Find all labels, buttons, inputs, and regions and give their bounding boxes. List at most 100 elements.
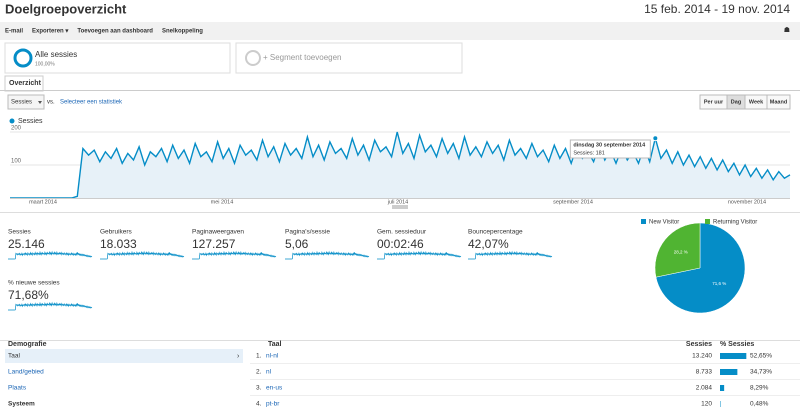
- segment-add[interactable]: + Segment toevoegen: [263, 53, 342, 62]
- segment-box[interactable]: [4, 42, 231, 74]
- row-arrow: ›: [237, 353, 240, 360]
- pct-label: 34,73%: [750, 369, 772, 376]
- pct-bar: [720, 353, 747, 359]
- metric-value: 00:02:46: [377, 237, 424, 251]
- legend-label: Returning Visitor: [713, 220, 757, 226]
- sparkline: [285, 250, 370, 260]
- pct-bar: [720, 401, 721, 407]
- x-tick-label: mei 2014: [211, 199, 234, 205]
- table-header: Sessies: [686, 341, 712, 348]
- x-tick-label: maart 2014: [29, 199, 57, 205]
- sparkline: [8, 301, 93, 311]
- metric-label: Sessies: [8, 229, 32, 236]
- language[interactable]: nl-nl: [266, 353, 279, 360]
- metric-label: Bouncepercentage: [468, 229, 523, 236]
- sessions: 120: [701, 401, 712, 407]
- selected-row: [5, 349, 243, 363]
- metric-value: 18.033: [100, 237, 137, 251]
- series-line: [10, 131, 791, 199]
- segment-icon: [13, 48, 33, 68]
- legend-swatch: [641, 219, 646, 224]
- y-tick-label: 200: [11, 126, 22, 132]
- tab[interactable]: Overzicht: [9, 80, 42, 87]
- toolbar-item[interactable]: E-mail: [5, 29, 23, 35]
- granularity-label[interactable]: Per uur: [704, 99, 724, 105]
- scroll-handle[interactable]: [392, 205, 408, 209]
- x-tick-label: september 2014: [553, 199, 593, 205]
- rank: 3.: [256, 385, 262, 392]
- metric-label: Paginaweergaven: [192, 229, 244, 236]
- metric-label: % nieuwe sessies: [8, 280, 60, 287]
- pct-bar: [720, 369, 738, 375]
- rank: 1.: [256, 353, 262, 360]
- demographic-item[interactable]: Land/gebied: [8, 369, 44, 376]
- demographic-item[interactable]: Taal: [8, 353, 20, 360]
- demographic-item[interactable]: Systeem: [8, 401, 35, 407]
- sessions: 13.240: [692, 353, 712, 360]
- metric-value: 42,07%: [468, 237, 509, 251]
- dropdown-arrow: [38, 101, 42, 104]
- language[interactable]: en-us: [266, 385, 283, 392]
- date-range[interactable]: 15 feb. 2014 - 19 nov. 2014: [644, 2, 790, 16]
- pie-label: 28,2 %: [674, 250, 688, 255]
- metric-value: 25.146: [8, 237, 45, 251]
- metric-label: Gem. sessieduur: [377, 229, 427, 236]
- granularity-label[interactable]: Dag: [731, 99, 741, 105]
- tooltip-point: [652, 135, 659, 142]
- segment-add-box[interactable]: [235, 42, 463, 74]
- legend-dot: [9, 118, 15, 124]
- language[interactable]: pt-br: [266, 401, 280, 407]
- legend-swatch: [705, 219, 710, 224]
- pct-label: 8,29%: [750, 385, 769, 392]
- tooltip-date: dinsdag 30 september 2014: [573, 142, 646, 148]
- settings-icon[interactable]: ☗: [784, 26, 790, 34]
- metric-value: 71,68%: [8, 288, 49, 302]
- segment-add-icon: [245, 50, 261, 66]
- page-title: Doelgroepoverzicht: [5, 1, 127, 16]
- rank: 2.: [256, 369, 262, 376]
- toolbar-item[interactable]: Toevoegen aan dashboard: [77, 29, 153, 35]
- sparkline: [468, 250, 553, 260]
- toolbar-bg: [0, 22, 800, 40]
- pie-slice: [655, 222, 746, 314]
- metric-label: Pagina's/sessie: [285, 229, 330, 236]
- metric-dropdown[interactable]: [7, 94, 45, 110]
- demographic-item[interactable]: Plaats: [8, 385, 27, 392]
- y-tick-label: 100: [11, 159, 22, 165]
- tooltip-value: Sessies: 181: [573, 150, 605, 156]
- legend-label: New Visitor: [649, 220, 679, 226]
- pct-label: 0,48%: [750, 401, 769, 407]
- pct-bar: [720, 385, 725, 391]
- sparkline: [192, 250, 277, 260]
- metric[interactable]: Sessies: [11, 100, 32, 106]
- metric-value: 5,06: [285, 237, 309, 251]
- toolbar-item[interactable]: Snelkoppeling: [162, 29, 203, 35]
- language[interactable]: nl: [266, 369, 272, 376]
- pie-label: 71,6 %: [712, 281, 726, 286]
- metric-label: Gebruikers: [100, 229, 133, 236]
- sparkline: [8, 250, 93, 260]
- sparkline: [100, 250, 185, 260]
- sessions: 2.084: [696, 385, 713, 392]
- pct-label: 52,65%: [750, 353, 772, 360]
- sessions: 8.733: [696, 369, 713, 376]
- x-tick-label: juli 2014: [387, 199, 409, 205]
- pie-slice: [654, 222, 701, 278]
- tooltip: [569, 139, 651, 159]
- rank: 4.: [256, 401, 262, 407]
- x-tick-label: november 2014: [728, 199, 766, 205]
- granularity-button[interactable]: [766, 94, 791, 110]
- segment-share: 100,00%: [35, 61, 55, 67]
- select-metric[interactable]: Selecteer een statistiek: [60, 100, 123, 106]
- table-header: % Sessies: [720, 341, 754, 348]
- toolbar-item[interactable]: Exporteren ▾: [32, 29, 69, 35]
- legend-label: Sessies: [18, 118, 43, 125]
- table-header: Taal: [268, 341, 282, 348]
- granularity-label[interactable]: Maand: [770, 99, 787, 105]
- sparkline: [377, 250, 462, 260]
- demographics-title: Demografie: [8, 341, 47, 348]
- granularity-label[interactable]: Week: [749, 99, 764, 105]
- area: [10, 132, 790, 198]
- segment-name: Alle sessies: [35, 50, 77, 59]
